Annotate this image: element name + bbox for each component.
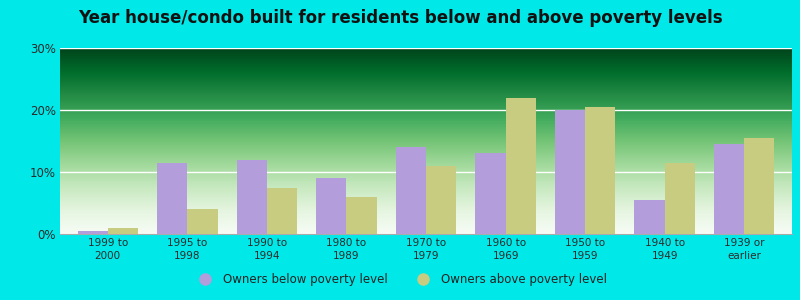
- Bar: [475, 153, 506, 234]
- Bar: [237, 160, 267, 234]
- Legend: Owners below poverty level, Owners above poverty level: Owners below poverty level, Owners above…: [189, 269, 611, 291]
- Bar: [585, 107, 615, 234]
- Bar: [157, 163, 187, 234]
- Bar: [634, 200, 665, 234]
- Bar: [108, 228, 138, 234]
- Bar: [506, 98, 536, 234]
- Bar: [396, 147, 426, 234]
- Bar: [78, 231, 108, 234]
- Bar: [187, 209, 218, 234]
- Bar: [555, 110, 585, 234]
- Bar: [346, 197, 377, 234]
- Bar: [744, 138, 774, 234]
- Bar: [665, 163, 695, 234]
- Bar: [316, 178, 346, 234]
- Bar: [426, 166, 456, 234]
- Bar: [267, 188, 297, 234]
- Text: Year house/condo built for residents below and above poverty levels: Year house/condo built for residents bel…: [78, 9, 722, 27]
- Bar: [714, 144, 744, 234]
